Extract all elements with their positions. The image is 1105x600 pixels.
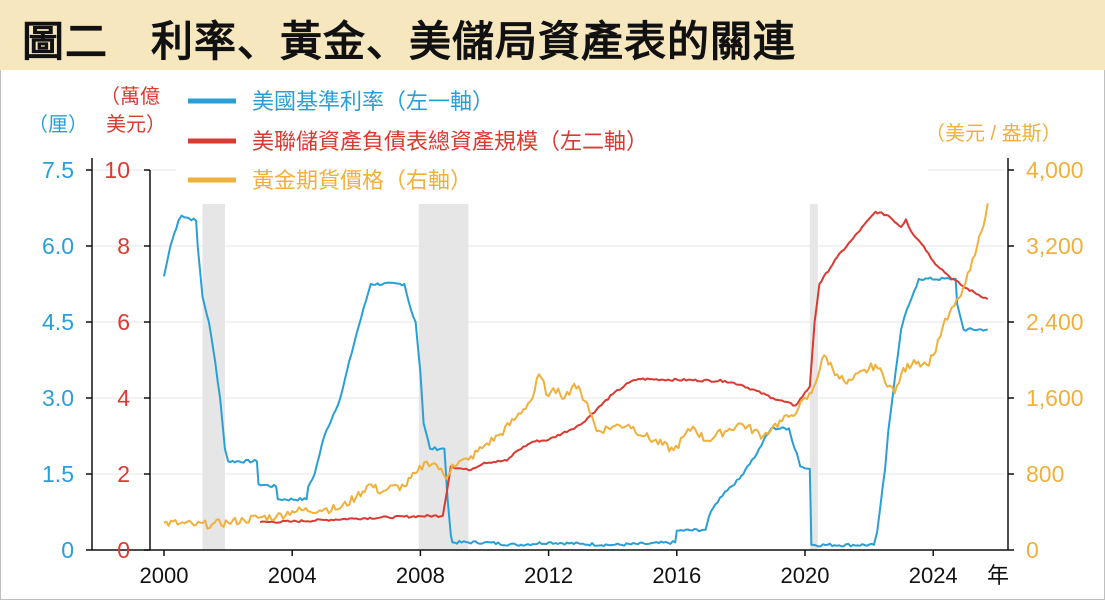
right-tick-label: 4,000 bbox=[1026, 157, 1084, 183]
x-tick-label: 2000 bbox=[140, 563, 189, 588]
left1-tick-label: 6.0 bbox=[42, 233, 74, 259]
series-line-rate bbox=[163, 214, 988, 548]
title-bar: 圖二 利率、黃金、美儲局資產表的關連 bbox=[0, 0, 1105, 70]
legend-background bbox=[176, 80, 928, 200]
left2-axis-unit-line2: 美元） bbox=[106, 113, 166, 136]
legend: 美國基準利率（左一軸） 美聯儲資產負債表總資產規模（左二軸） 黃金期貨價格（右軸… bbox=[176, 80, 928, 200]
x-axis-unit: 年 bbox=[987, 563, 1009, 588]
left1-tick-label: 4.5 bbox=[42, 309, 74, 335]
axes-layer: 7.5 6.0 4.5 3.0 1.5 0 10 8 6 4 2 0 4,000 3,200 2,400 1,… bbox=[42, 157, 1084, 588]
x-tick-label: 2008 bbox=[396, 563, 445, 588]
left2-axis-unit-line1: （萬億 bbox=[100, 85, 160, 108]
x-tick-label: 2012 bbox=[524, 563, 573, 588]
legend-label-rate: 美國基準利率（左一軸） bbox=[252, 90, 494, 115]
x-tick-label: 2024 bbox=[909, 563, 958, 588]
right-axis-unit: （美元 / 盎斯） bbox=[925, 122, 1062, 145]
x-tick-label: 2004 bbox=[268, 563, 317, 588]
legend-label-gold: 黃金期貨價格（右軸） bbox=[252, 169, 472, 194]
left1-tick-label: 1.5 bbox=[42, 461, 74, 487]
right-tick-label: 3,200 bbox=[1026, 233, 1084, 259]
recession-band bbox=[809, 204, 818, 550]
series-line-gold bbox=[163, 203, 989, 530]
left2-tick-label: 8 bbox=[117, 233, 130, 259]
right-tick-label: 0 bbox=[1026, 537, 1039, 563]
recession-band bbox=[418, 204, 469, 550]
left2-tick-label: 4 bbox=[117, 385, 130, 411]
page-title: 圖二 利率、黃金、美儲局資產表的關連 bbox=[22, 17, 797, 66]
left2-tick-label: 0 bbox=[117, 537, 130, 563]
left1-tick-label: 3.0 bbox=[42, 385, 74, 411]
recession-band bbox=[202, 204, 225, 550]
grid-layer bbox=[92, 169, 1005, 475]
left2-tick-label: 6 bbox=[117, 309, 130, 335]
series-layer bbox=[163, 203, 989, 548]
x-tick-label: 2020 bbox=[781, 563, 830, 588]
x-tick-label: 2016 bbox=[652, 563, 701, 588]
left2-tick-label: 2 bbox=[117, 461, 130, 487]
left1-axis-unit: （厘） bbox=[28, 113, 88, 136]
left1-tick-label: 0 bbox=[61, 537, 74, 563]
right-tick-label: 2,400 bbox=[1026, 309, 1084, 335]
series-line-fed-assets bbox=[259, 210, 989, 524]
left2-tick-label: 10 bbox=[104, 157, 130, 183]
recession-bands bbox=[202, 204, 818, 550]
legend-label-fed-assets: 美聯儲資產負債表總資產規模（左二軸） bbox=[252, 130, 648, 155]
right-tick-label: 1,600 bbox=[1026, 385, 1084, 411]
right-tick-label: 800 bbox=[1026, 461, 1064, 487]
left1-tick-label: 7.5 bbox=[42, 157, 74, 183]
